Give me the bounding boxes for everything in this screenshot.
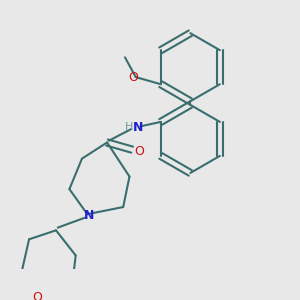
Text: O: O bbox=[128, 70, 138, 84]
Text: H: H bbox=[124, 122, 133, 132]
Text: O: O bbox=[32, 291, 42, 300]
Text: N: N bbox=[133, 121, 144, 134]
Text: O: O bbox=[134, 145, 144, 158]
Text: N: N bbox=[84, 209, 94, 223]
